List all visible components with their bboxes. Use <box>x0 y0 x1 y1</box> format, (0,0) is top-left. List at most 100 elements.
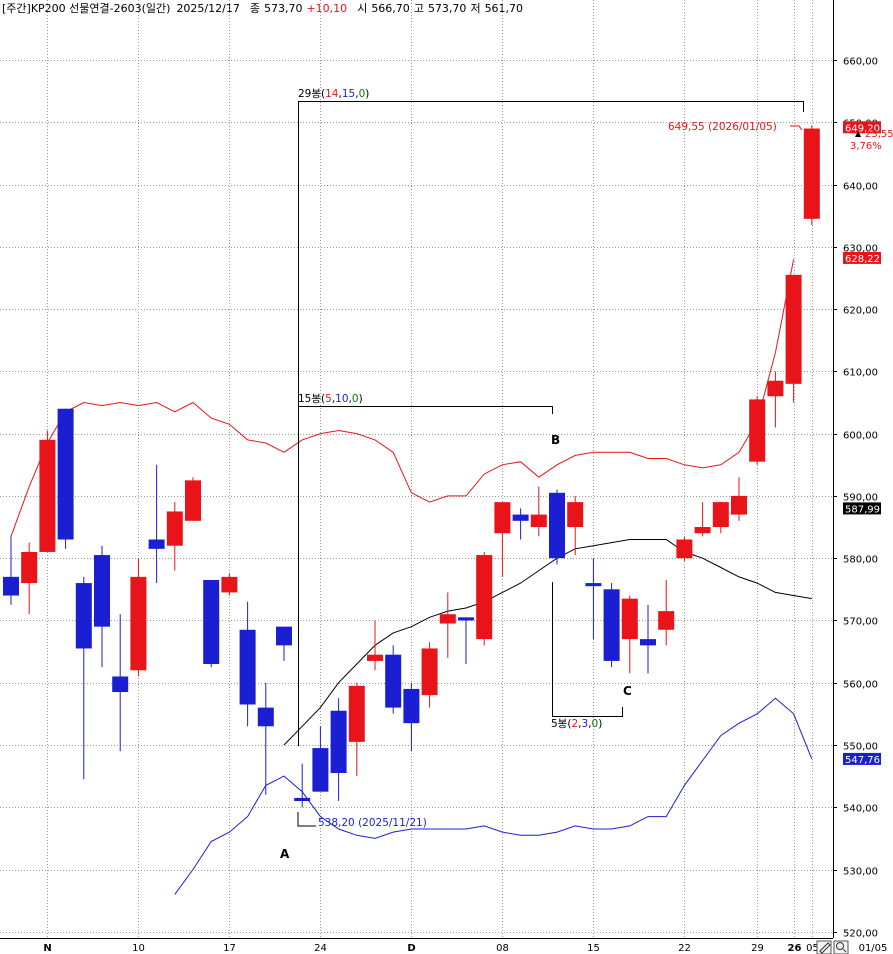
candle-body <box>75 583 92 649</box>
candle-body <box>694 527 711 534</box>
y-tick-label: 580,00 <box>843 555 878 566</box>
candle <box>276 626 292 661</box>
candle <box>530 486 547 537</box>
candle <box>221 573 238 596</box>
candle <box>694 502 711 537</box>
candle-body <box>549 492 565 559</box>
y-tick-label: 540,00 <box>843 804 878 815</box>
x-axis: N 10 17 24 D 08 15 22 29 26 05 01/05 <box>0 938 887 954</box>
header-open: 566,70 <box>371 2 410 15</box>
header-high-label: 고 <box>414 2 424 15</box>
candle-body <box>803 128 820 219</box>
point-c-label: C <box>623 684 632 698</box>
candle-body <box>3 576 19 596</box>
candle-body <box>676 539 693 559</box>
header-low-label: 저 <box>470 2 480 15</box>
upper-band-line <box>10 259 795 537</box>
low-arrow-line <box>297 812 316 827</box>
x-tick-label: N <box>43 943 51 954</box>
candle <box>512 508 529 540</box>
candle <box>185 477 201 521</box>
y-tick-label: 570,00 <box>843 617 878 628</box>
y-tick-label: 660,00 <box>843 57 878 68</box>
price-tag-box <box>843 752 881 765</box>
candle <box>749 396 766 465</box>
candle <box>348 682 365 777</box>
candle <box>439 592 456 658</box>
y-tick-label: 560,00 <box>843 680 878 691</box>
x-tick-label: 15 <box>587 943 600 954</box>
candle <box>75 576 92 780</box>
candle <box>567 495 584 556</box>
candle <box>294 763 311 808</box>
candle-body <box>530 514 547 528</box>
count1-bracket <box>298 101 804 746</box>
header-high: 573,70 <box>428 2 467 15</box>
count2-bracket <box>298 406 553 746</box>
candle <box>421 642 438 708</box>
candle <box>367 620 383 671</box>
candle <box>385 645 402 714</box>
candle-body <box>385 654 402 708</box>
header-close: 573,70 <box>264 2 303 15</box>
candle-body <box>731 495 747 515</box>
header-change: +10,10 <box>306 2 347 15</box>
x-tick-label: 10 <box>132 943 145 954</box>
count3-label: 5봉(2,3,0) <box>551 718 602 730</box>
right-price-labels: 649,20 628,22 587,99 547,76 <box>843 121 881 766</box>
candle <box>130 558 147 677</box>
candle-body <box>494 502 511 534</box>
candle-body <box>239 629 256 705</box>
candle-body <box>712 502 729 528</box>
y-tick-label: 630,00 <box>843 244 878 255</box>
pencil-icon-glyph <box>819 942 831 954</box>
price-tag-label: 587,99 <box>845 504 880 515</box>
candle <box>476 551 493 646</box>
candle-body <box>294 797 311 802</box>
candle-body <box>421 648 438 696</box>
candle-body <box>257 707 274 727</box>
header-prefix: [주간] <box>2 2 31 15</box>
candle <box>658 579 675 646</box>
candle <box>731 477 747 521</box>
chart-header: [주간]KP200 선물연결-2603(일간) 2025/12/17 종 573,70… <box>2 1 523 15</box>
candle <box>676 536 693 562</box>
candle <box>239 601 256 727</box>
candle <box>621 595 638 674</box>
x-tick-label: 17 <box>223 943 236 954</box>
zoom-toolbar[interactable] <box>816 940 849 954</box>
candle-body <box>767 380 784 397</box>
candle <box>148 464 165 584</box>
candle <box>458 617 474 665</box>
price-tag-box <box>843 121 881 134</box>
high-arrow-line <box>790 125 803 131</box>
candle-body <box>439 614 456 624</box>
candle-body <box>585 583 602 587</box>
candle <box>403 682 420 752</box>
high-price-label: 649,55 (2026/01/05) <box>668 121 777 133</box>
count3-bracket <box>552 582 623 717</box>
candle <box>494 502 511 577</box>
candle-body <box>403 688 420 724</box>
candle-body <box>476 555 493 640</box>
y-tick-label: 550,00 <box>843 742 878 753</box>
header-low: 561,70 <box>485 2 524 15</box>
candle-body <box>348 685 365 742</box>
y-tick-label: 530,00 <box>843 867 878 878</box>
candle <box>21 542 38 615</box>
candle-body <box>749 399 766 462</box>
candle <box>767 371 784 428</box>
magnifier-icon <box>836 942 844 950</box>
x-tick-label: D <box>407 943 415 954</box>
candle <box>39 430 56 552</box>
candle-body <box>276 626 292 646</box>
candle-body <box>603 589 620 661</box>
candle <box>112 614 129 752</box>
candle <box>585 558 602 640</box>
point-a-label: A <box>280 847 290 861</box>
candle-body <box>785 274 802 384</box>
candle-body <box>567 502 584 528</box>
y-tick-label: 620,00 <box>843 306 878 317</box>
candle <box>640 604 656 674</box>
indicator-lines <box>10 259 813 895</box>
